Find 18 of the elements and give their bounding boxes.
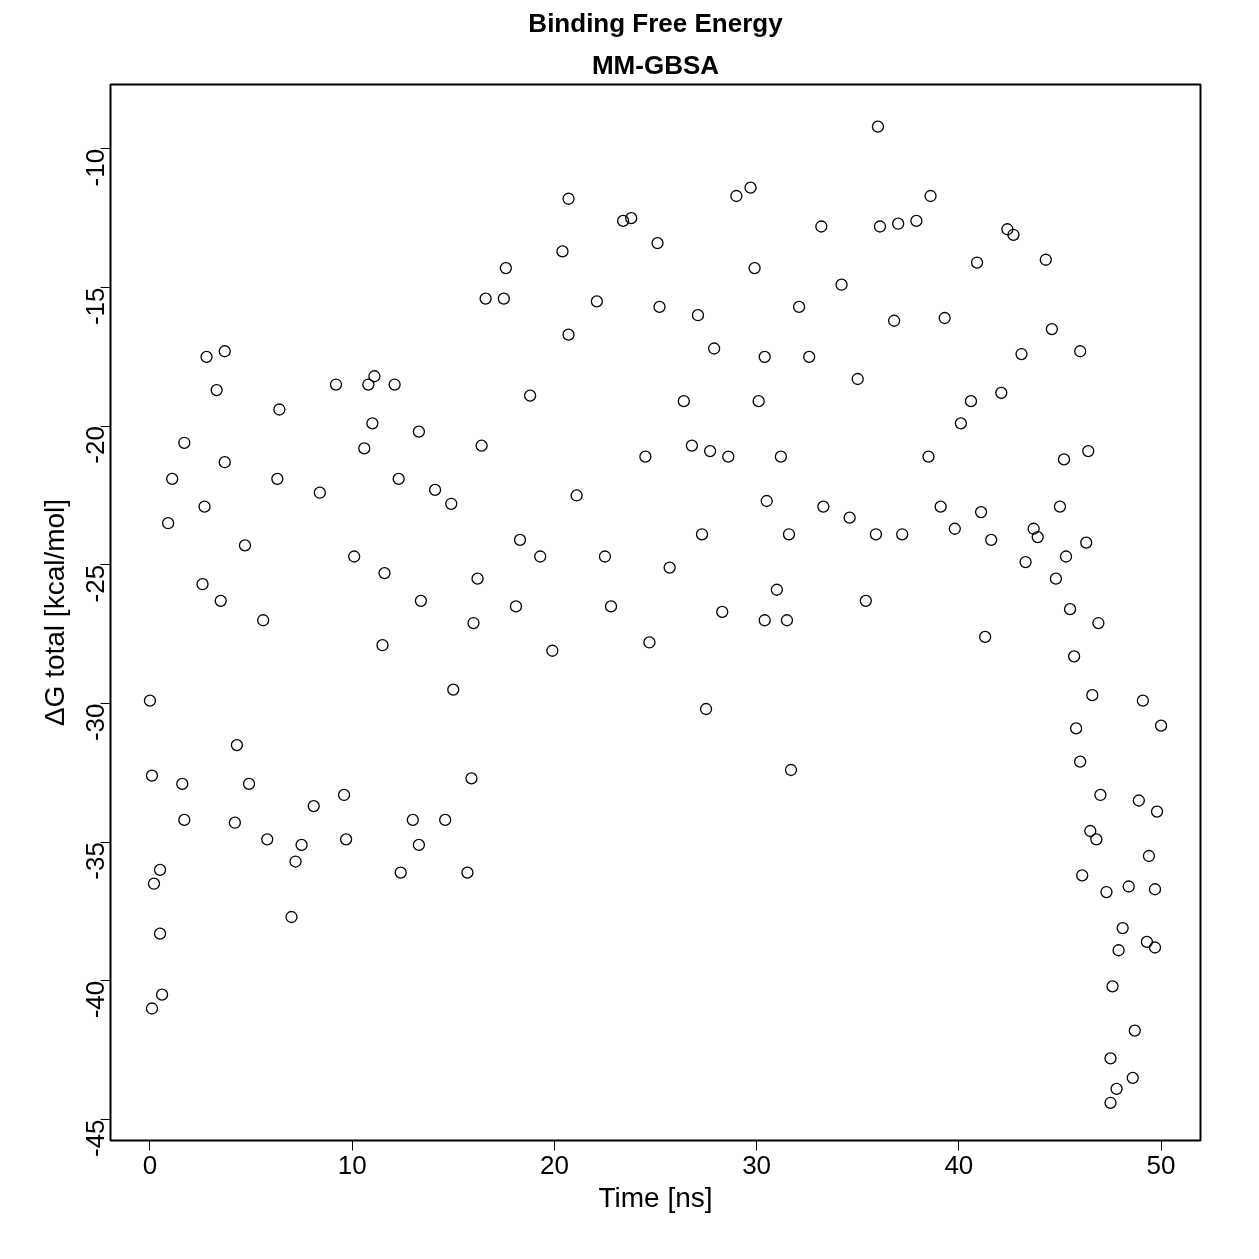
x-tick-label: 20 bbox=[539, 1149, 569, 1180]
x-tick-label: 30 bbox=[742, 1149, 772, 1180]
y-tick-label: -45 bbox=[80, 1119, 111, 1157]
y-axis-title: ΔG total [kcal/mol] bbox=[38, 498, 70, 727]
y-tick-label: -10 bbox=[80, 148, 111, 187]
y-tick-label: -40 bbox=[80, 980, 111, 1019]
y-tick-label: -30 bbox=[80, 703, 111, 742]
chart-title: Binding Free Energy bbox=[528, 7, 784, 38]
chart-subtitle: MM-GBSA bbox=[591, 49, 720, 80]
x-tick-label: 40 bbox=[944, 1149, 974, 1180]
y-tick-label: -25 bbox=[80, 564, 111, 603]
x-tick-label: 0 bbox=[142, 1149, 158, 1180]
x-axis-title: Time [ns] bbox=[598, 1181, 713, 1213]
x-tick-label: 50 bbox=[1146, 1149, 1176, 1180]
y-tick-label: -20 bbox=[80, 426, 111, 464]
y-tick-label: -35 bbox=[80, 842, 111, 880]
y-tick-label: -15 bbox=[80, 287, 111, 326]
x-tick-label: 10 bbox=[337, 1149, 367, 1180]
